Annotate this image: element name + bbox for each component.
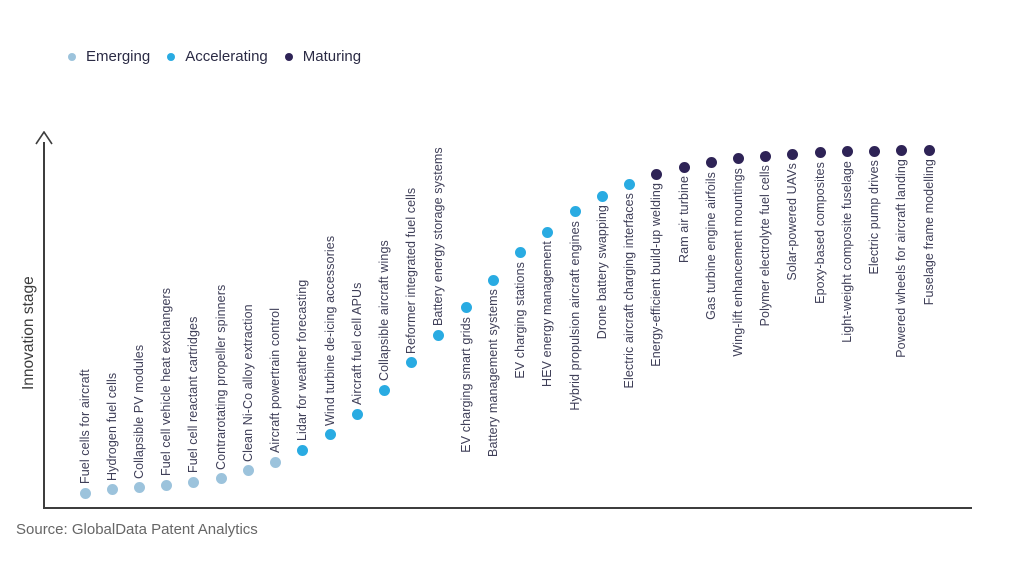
data-point-label: Powered wheels for aircraft landing — [894, 159, 909, 359]
data-point-label: Hybrid propulsion aircraft engines — [567, 220, 582, 411]
data-point-dot — [215, 473, 227, 485]
data-point-label: Light-weight composite fuselage — [839, 160, 854, 343]
data-point-label: Fuel cell reactant cartridges — [186, 316, 201, 474]
data-point-label: Clean Ni-Co alloy extraction — [240, 303, 255, 462]
data-point-dot — [406, 357, 418, 369]
data-point-dot — [242, 465, 254, 477]
data-point-label: HEV energy management — [540, 241, 555, 388]
legend-item-emerging: Emerging — [68, 48, 150, 66]
data-point-label: Electric pump drives — [867, 160, 882, 275]
data-point-label: Energy-efficient build-up welding — [649, 183, 664, 367]
data-point-dot — [542, 226, 554, 238]
data-point-label: Collapsible PV modules — [131, 344, 146, 479]
data-point-dot — [133, 482, 145, 494]
data-point-dot — [106, 484, 118, 496]
data-point-dot — [923, 144, 935, 156]
source-note: Source: GlobalData Patent Analytics — [16, 521, 258, 538]
data-point-dot — [841, 146, 853, 158]
legend-label: Emerging — [86, 48, 151, 65]
data-point-dot — [515, 247, 527, 259]
data-point-label: Battery energy storage systems — [431, 147, 446, 327]
data-point-label: Hydrogen fuel cells — [104, 372, 119, 481]
data-point-dot — [324, 429, 336, 441]
data-point-label: Lidar for weather forecasting — [295, 279, 310, 442]
data-point-dot — [705, 157, 717, 169]
data-point-dot — [787, 148, 799, 160]
legend-item-accelerating: Accelerating — [167, 48, 268, 66]
data-point-label: Wind turbine de-icing accessories — [322, 235, 337, 426]
data-point-dot — [814, 147, 826, 159]
data-point-label: Fuel cell vehicle heat exchangers — [159, 288, 174, 477]
data-point-label: EV charging smart grids — [458, 316, 473, 453]
data-point-label: EV charging stations — [513, 261, 528, 379]
data-point-label: Fuel cells for aircraft — [77, 369, 92, 484]
data-point-dot — [270, 456, 282, 468]
data-point-dot — [297, 444, 309, 456]
data-point-dot — [733, 153, 745, 165]
data-point-label: Electric aircraft charging interfaces — [622, 193, 637, 389]
data-point-label: Drone battery swapping — [594, 205, 609, 340]
data-point-dot — [379, 384, 391, 396]
legend-label: Maturing — [302, 48, 362, 65]
data-point-label: Battery management systems — [485, 289, 500, 458]
maturing-dot — [284, 53, 293, 61]
data-point-dot — [596, 190, 608, 202]
data-point-label: Ram air turbine — [676, 176, 691, 264]
data-point-label: Reformer integrated fuel cells — [404, 187, 419, 354]
data-point-label: Wing-lift enhancement mountings — [731, 167, 746, 357]
data-point-dot — [651, 168, 663, 180]
x-axis-line — [43, 507, 972, 509]
data-point-label: Contrarotating propeller spinners — [213, 284, 228, 470]
legend-label: Accelerating — [185, 48, 268, 65]
data-point-dot — [678, 161, 690, 173]
data-point-dot — [569, 206, 581, 218]
data-point-label: Collapsible aircraft wings — [377, 240, 392, 382]
data-point-dot — [433, 329, 445, 341]
data-point-label: Epoxy-based composites — [812, 161, 827, 304]
data-point-label: Aircraft fuel cell APUs — [349, 282, 364, 406]
data-point-dot — [869, 145, 881, 157]
emerging-dot — [68, 53, 76, 61]
data-point-dot — [896, 144, 908, 156]
data-point-dot — [760, 150, 772, 162]
data-point-label: Aircraft powertrain control — [268, 308, 283, 454]
data-point-dot — [460, 302, 472, 314]
y-axis-line — [43, 142, 45, 508]
data-point-label: Gas turbine engine airfoils — [703, 171, 718, 320]
data-point-dot — [188, 476, 200, 488]
accelerating-dot — [167, 53, 176, 61]
data-point-dot — [161, 479, 173, 491]
data-point-dot — [487, 274, 499, 286]
data-point-label: Fuselage frame modelling — [921, 159, 936, 306]
data-point-dot — [624, 178, 636, 190]
data-point-label: Polymer electrolyte fuel cells — [758, 165, 773, 327]
y-axis-arrowhead — [35, 131, 53, 145]
data-point-label: Solar-powered UAVs — [785, 163, 800, 281]
legend: Emerging Accelerating Maturing — [68, 48, 361, 66]
data-point-dot — [79, 487, 91, 499]
legend-item-maturing: Maturing — [284, 48, 362, 66]
data-point-dot — [351, 408, 363, 420]
